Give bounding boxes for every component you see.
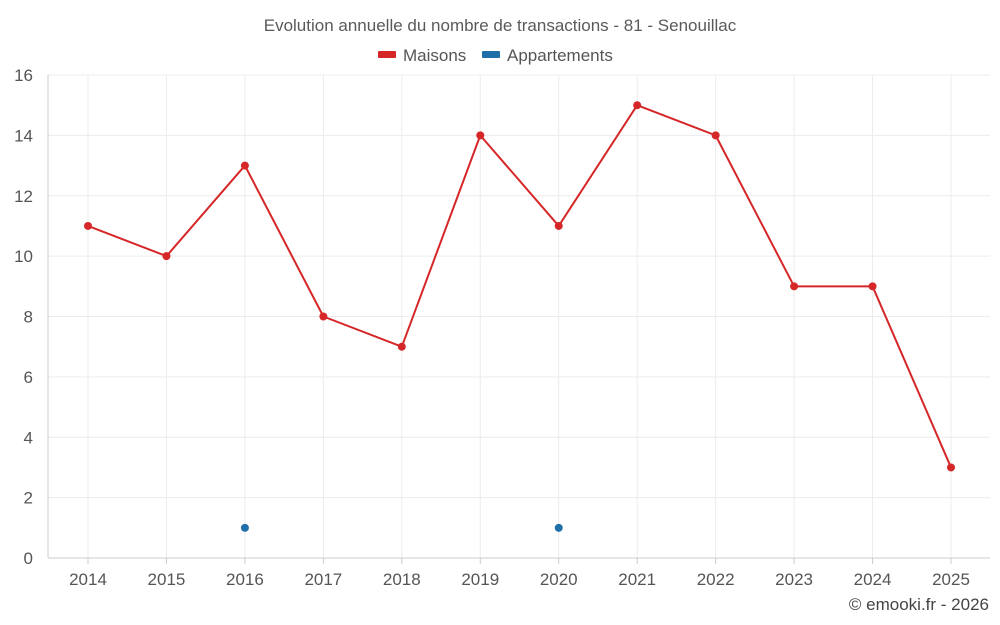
x-tick-label: 2017	[304, 570, 342, 589]
data-point-maisons[interactable]	[84, 221, 92, 230]
chart-title: Evolution annuelle du nombre de transact…	[264, 16, 737, 35]
x-tick-label: 2022	[697, 570, 735, 589]
x-tick-label: 2023	[775, 570, 813, 589]
data-point-maisons[interactable]	[711, 131, 720, 140]
data-point-maisons[interactable]	[319, 312, 328, 321]
data-point-maisons[interactable]	[790, 282, 799, 291]
data-point-appartements[interactable]	[240, 523, 249, 532]
series	[84, 101, 955, 532]
x-tick-label: 2021	[618, 570, 656, 589]
data-point-maisons[interactable]	[947, 463, 955, 472]
data-point-maisons[interactable]	[476, 131, 485, 140]
x-tick-label: 2014	[69, 570, 107, 589]
legend-swatch-maisons	[378, 51, 396, 58]
legend-label-appartements: Appartements	[507, 46, 613, 65]
data-point-maisons[interactable]	[240, 161, 249, 170]
y-tick-label: 0	[24, 549, 33, 568]
x-tick-label: 2015	[148, 570, 186, 589]
x-axis-ticks: 2014 2015 2016 2017 2018 2019 2020 2021 2022 2023…	[69, 558, 970, 589]
legend-label-maisons: Maisons	[403, 46, 466, 65]
x-tick-label: 2016	[226, 570, 264, 589]
y-tick-label: 2	[24, 489, 33, 508]
data-point-maisons[interactable]	[633, 101, 642, 110]
x-tick-label: 2019	[461, 570, 499, 589]
series-appartements	[240, 523, 563, 532]
y-tick-label: 6	[24, 368, 33, 387]
data-point-maisons[interactable]	[397, 342, 406, 351]
y-tick-label: 4	[24, 428, 33, 447]
data-point-appartements[interactable]	[554, 523, 563, 532]
y-tick-label: 8	[24, 308, 33, 327]
data-point-maisons[interactable]	[868, 282, 877, 291]
data-point-maisons[interactable]	[162, 252, 171, 261]
legend-item-maisons[interactable]: Maisons	[378, 46, 466, 65]
x-tick-label: 2025	[932, 570, 970, 589]
y-axis-ticks: 0 2 4 6 8 10 12 14 16	[14, 66, 33, 568]
legend-swatch-appartements	[482, 51, 500, 58]
x-tick-label: 2018	[383, 570, 421, 589]
grid	[48, 74, 990, 558]
data-point-maisons[interactable]	[554, 221, 563, 230]
axes	[47, 75, 990, 559]
y-tick-label: 12	[14, 187, 33, 206]
series-maisons	[84, 101, 955, 472]
credit-text: © emooki.fr - 2026	[849, 595, 989, 614]
y-tick-label: 10	[14, 247, 33, 266]
x-tick-label: 2024	[854, 570, 892, 589]
legend: Maisons Appartements	[378, 46, 613, 65]
y-tick-label: 14	[14, 126, 33, 145]
series-line-maisons	[87, 104, 952, 468]
x-tick-label: 2020	[540, 570, 578, 589]
y-tick-label: 16	[14, 66, 33, 85]
legend-item-appartements[interactable]: Appartements	[482, 46, 613, 65]
